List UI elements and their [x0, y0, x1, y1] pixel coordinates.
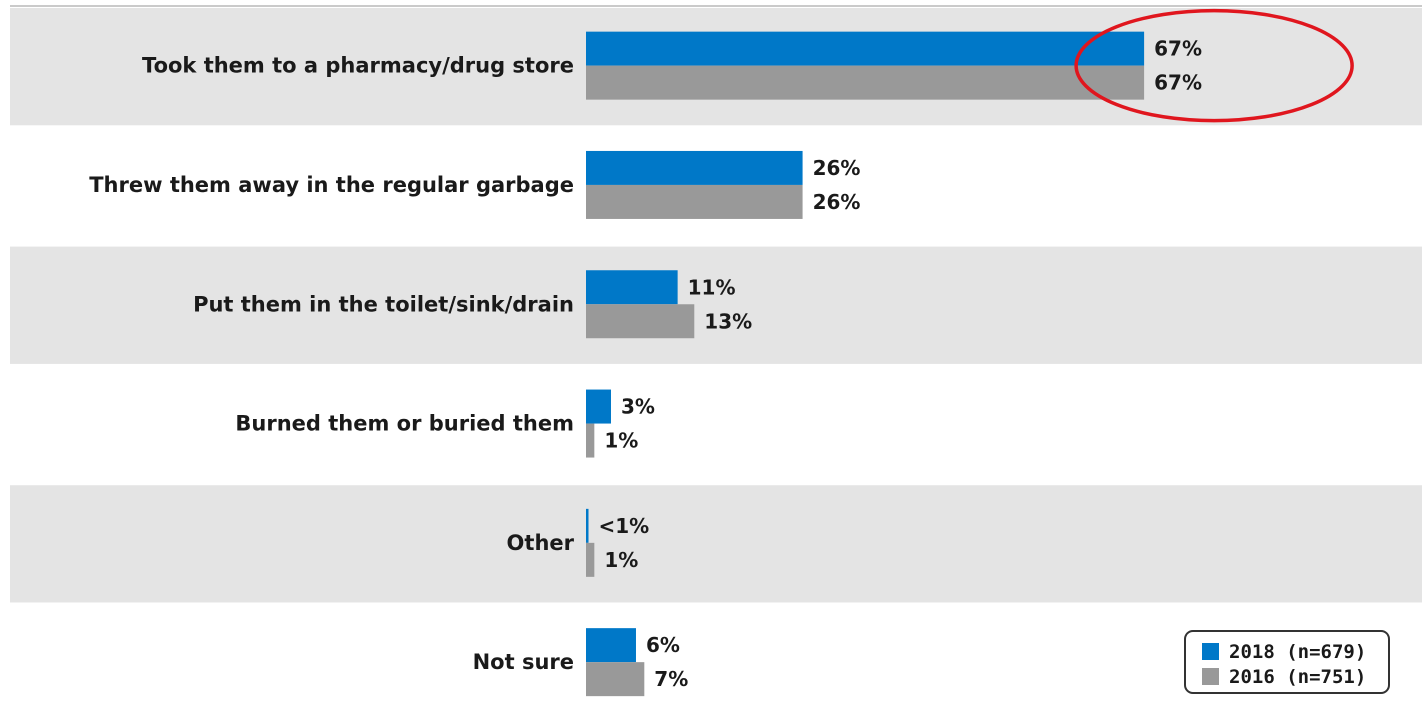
bar-2016 — [586, 542, 595, 577]
data-label: 7% — [654, 667, 688, 691]
category-label: Put them in the toilet/sink/drain — [193, 292, 574, 316]
bar-2018 — [586, 150, 803, 185]
data-label: 67% — [1154, 37, 1202, 61]
bar-2016 — [586, 184, 803, 219]
bar-2018 — [586, 628, 636, 663]
data-label: 6% — [646, 633, 680, 657]
bar-2016 — [586, 65, 1145, 100]
bar-2016 — [586, 304, 695, 339]
legend-item-2016: 2016 (n=751) — [1202, 664, 1388, 689]
data-label: 1% — [604, 429, 638, 453]
data-label: 26% — [813, 156, 861, 180]
category-label: Other — [507, 531, 575, 555]
legend-swatch-2018 — [1202, 643, 1219, 660]
bar-2018 — [586, 31, 1145, 66]
data-label: 13% — [704, 309, 752, 333]
category-label: Took them to a pharmacy/drug store — [142, 54, 574, 78]
data-label: 67% — [1154, 71, 1202, 95]
data-label: 11% — [688, 275, 736, 299]
legend-label-2016: 2016 (n=751) — [1229, 665, 1367, 688]
category-label: Burned them or buried them — [235, 412, 574, 436]
bar-2016 — [586, 662, 645, 697]
legend: 2018 (n=679) 2016 (n=751) — [1184, 630, 1390, 694]
legend-swatch-2016 — [1202, 668, 1219, 685]
bar-2018 — [586, 270, 678, 305]
data-label: 1% — [604, 548, 638, 572]
category-label: Not sure — [473, 650, 574, 674]
bar-2018 — [586, 508, 589, 543]
legend-item-2018: 2018 (n=679) — [1202, 639, 1388, 664]
bar-2016 — [586, 423, 595, 458]
row-band — [10, 485, 1422, 603]
data-label: 26% — [813, 190, 861, 214]
bar-2018 — [586, 389, 611, 424]
data-label: 3% — [621, 395, 655, 419]
legend-label-2018: 2018 (n=679) — [1229, 640, 1367, 663]
highlight-ellipse — [1074, 8, 1354, 123]
category-label: Threw them away in the regular garbage — [89, 173, 574, 197]
data-label: <1% — [598, 514, 649, 538]
row-band — [10, 246, 1422, 364]
